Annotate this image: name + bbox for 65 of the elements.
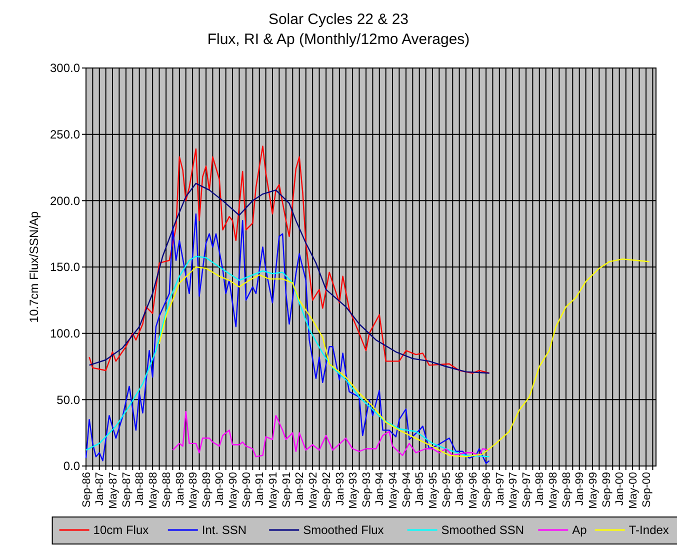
x-tick-label: Sep-92 (320, 472, 333, 508)
x-tick-label: May-89 (187, 472, 200, 509)
y-tick-label: 250.0 (50, 128, 80, 142)
x-tick-label: Jan-87 (94, 472, 106, 506)
x-tick-label: Sep-97 (520, 472, 533, 508)
y-axis-title: 10.7cm Flux/SSN/Ap (27, 210, 41, 323)
x-tick-label: Sep-94 (400, 472, 413, 508)
x-tick-label: Jan-90 (214, 472, 226, 506)
legend-label: Smoothed SSN (441, 523, 524, 538)
x-tick-label: Jan-98 (534, 472, 546, 506)
x-tick-label: Sep-88 (160, 472, 173, 508)
x-tick-label: Sep-99 (600, 472, 613, 508)
x-tick-label: Sep-90 (240, 472, 253, 508)
x-tick-label: Jan-97 (494, 472, 506, 506)
x-tick-label: May-97 (507, 472, 520, 509)
legend-label: 10cm Flux (93, 523, 149, 538)
chart-title: Solar Cycles 22 & 23 (268, 11, 409, 28)
x-tick-label: Sep-96 (480, 472, 493, 508)
x-tick-label: Jan-91 (254, 472, 266, 506)
x-tick-label: May-88 (147, 472, 160, 509)
x-tick-label: Jan-96 (454, 472, 466, 506)
x-tick-label: Sep-00 (640, 472, 653, 508)
x-tick-label: Sep-86 (80, 472, 93, 508)
x-tick-label: Sep-91 (280, 472, 293, 508)
x-tick-label: May-96 (467, 472, 480, 509)
line-series (85, 256, 490, 458)
x-tick-label: May-99 (587, 472, 600, 509)
legend-label: Int. SSN (202, 523, 247, 538)
x-tick-label: Jan-93 (334, 472, 346, 506)
x-tick-label: Jan-95 (414, 472, 426, 506)
x-tick-label: Jan-88 (134, 472, 146, 506)
x-tick-label: May-92 (307, 472, 320, 509)
y-tick-label: 150.0 (50, 260, 80, 274)
x-tick-label: Jan-00 (614, 472, 626, 506)
x-tick-label: May-87 (107, 472, 120, 509)
legend-label: Smoothed Flux (303, 523, 384, 538)
x-tick-label: May-93 (347, 472, 360, 509)
x-tick-label: May-94 (387, 472, 400, 509)
x-tick-label: Sep-95 (440, 472, 453, 508)
y-tick-label: 200.0 (50, 194, 80, 208)
x-tick-label: Jan-99 (574, 472, 586, 506)
x-tick-label: Sep-87 (120, 472, 133, 508)
x-tick-label: Sep-89 (200, 472, 213, 508)
line-series (85, 213, 490, 464)
y-tick-label: 50.0 (56, 392, 80, 407)
legend-label: Ap (572, 523, 588, 538)
y-tick-label: 100.0 (50, 326, 80, 341)
x-tick-label: Sep-98 (560, 472, 573, 508)
chart-subtitle: Flux, RI & Ap (Monthly/12mo Averages) (207, 31, 470, 48)
line-series (158, 258, 650, 458)
line-series (172, 411, 490, 458)
x-tick-label: May-90 (227, 472, 240, 509)
legend-label: T-Index (628, 523, 669, 538)
x-tick-label: May-95 (427, 472, 440, 509)
x-tick-label: May-98 (547, 472, 560, 509)
x-tick-label: Jan-89 (174, 472, 186, 506)
x-tick-label: Jan-94 (374, 472, 386, 506)
x-tick-label: Sep-93 (360, 472, 373, 508)
line-series (88, 146, 490, 374)
line-series (88, 182, 490, 374)
y-tick-label: 0.0 (63, 459, 80, 474)
x-tick-label: Jan-92 (294, 472, 306, 506)
x-tick-label: May-91 (267, 472, 280, 509)
x-tick-label: May-00 (627, 472, 640, 509)
y-tick-label: 300.0 (50, 61, 80, 76)
